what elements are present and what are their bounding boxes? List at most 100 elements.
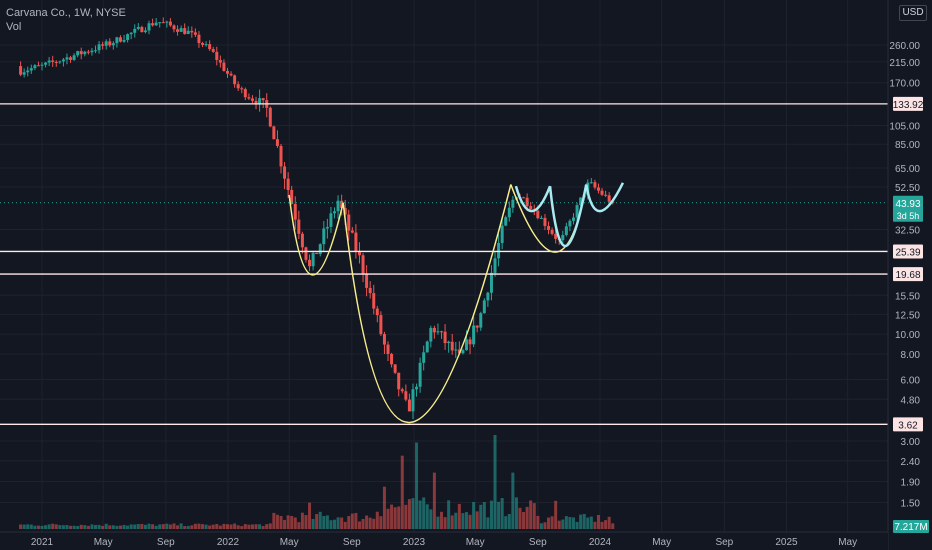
volume-bar — [297, 522, 301, 529]
candle-body — [40, 64, 44, 66]
candle-body — [422, 352, 426, 363]
candle-body — [47, 60, 51, 63]
volume-bar — [179, 523, 183, 529]
pattern-cyan — [585, 182, 625, 213]
drawn-patterns — [288, 182, 625, 424]
candle-body — [140, 27, 144, 33]
candle-body — [258, 98, 262, 105]
candle-body — [297, 219, 301, 234]
volume-bar — [429, 509, 433, 529]
chart-legend: Carvana Co., 1W, NYSE Vol — [6, 6, 126, 34]
candle-body — [457, 349, 461, 354]
candle-body — [386, 344, 390, 354]
currency-badge[interactable]: USD — [899, 5, 927, 21]
time-axis: 2021 May Sep 2022 May Sep 2023 May Sep 2024 May Sep… — [0, 531, 888, 550]
candle-body — [240, 88, 244, 90]
candle-body — [101, 44, 105, 46]
candle-body — [543, 217, 547, 226]
volume-bar — [286, 515, 290, 529]
time-tick-label: May — [94, 537, 113, 548]
candle-body — [354, 232, 358, 252]
volume-bar — [233, 523, 237, 529]
volume-bar — [357, 521, 361, 529]
candle-body — [311, 252, 315, 267]
time-tick-label: Sep — [343, 537, 361, 548]
candle-body — [375, 308, 379, 316]
volume-bar — [479, 504, 483, 529]
volume-bar — [36, 525, 40, 529]
volume-bar — [486, 517, 490, 529]
volume-bar — [304, 515, 308, 529]
candle-body — [147, 23, 151, 31]
volume-bar — [568, 517, 572, 529]
candle-body — [83, 51, 87, 55]
candle-body — [86, 51, 90, 53]
candle-body — [58, 61, 62, 63]
candle-body — [290, 189, 294, 205]
volume-bar — [279, 516, 283, 529]
volume-bar — [265, 524, 269, 529]
candle-body — [340, 200, 344, 208]
volume-bar — [176, 525, 180, 529]
candle-body — [522, 197, 526, 199]
candle-body — [482, 300, 486, 314]
candles — [19, 17, 615, 420]
candle-body — [136, 27, 140, 29]
time-tick-label: 2025 — [775, 537, 798, 548]
volume-bar — [532, 503, 536, 529]
volume-bar — [361, 518, 365, 529]
volume-bar — [450, 515, 454, 529]
price-tick-label: 215.00 — [889, 58, 920, 69]
candle-body — [275, 139, 279, 146]
volume-bar — [218, 525, 222, 529]
volume-bar — [51, 523, 55, 529]
price-tick-label: 52.50 — [895, 183, 920, 194]
volume-bar — [69, 525, 73, 529]
volume-bar — [72, 525, 76, 529]
volume-bar — [65, 525, 69, 529]
candle-body — [443, 331, 447, 344]
candle-body — [97, 44, 101, 51]
candle-body — [411, 389, 415, 412]
volume-bar — [243, 524, 247, 529]
time-tick-label: Sep — [157, 537, 175, 548]
volume-bar — [522, 512, 526, 529]
candle-body — [393, 364, 397, 373]
volume-bar — [325, 515, 329, 529]
volume-label[interactable]: Vol — [6, 21, 22, 33]
candle-body — [76, 51, 80, 56]
candle-body — [293, 204, 297, 220]
candle-body — [197, 34, 201, 44]
volume-bar — [197, 523, 201, 529]
horizontal-levels — [0, 103, 888, 425]
volume-bar — [158, 524, 162, 529]
price-tick-label: 10.00 — [895, 330, 920, 341]
candle-body — [479, 313, 483, 328]
candle-body — [486, 292, 490, 301]
volume-bar — [22, 524, 26, 529]
candle-body — [190, 30, 194, 33]
symbol-title[interactable]: Carvana Co., 1W, NYSE — [6, 7, 126, 19]
volume-bar — [365, 515, 369, 529]
candle-body — [283, 166, 287, 179]
candle-body — [400, 389, 404, 392]
price-tick-label: 2.40 — [901, 457, 921, 468]
volume-bar — [165, 523, 169, 529]
candle-body — [129, 32, 133, 35]
candle-body — [108, 41, 112, 46]
volume-bar — [557, 520, 561, 529]
volume-bar — [258, 524, 262, 529]
candle-body — [318, 244, 322, 255]
candle-body — [304, 247, 308, 260]
last-price-label: 43.93 — [895, 199, 920, 210]
volume-bar — [472, 501, 476, 529]
volume-bar — [76, 526, 80, 529]
candle-body — [208, 44, 212, 50]
volume-bar — [607, 516, 611, 529]
candle-body — [561, 235, 565, 241]
candle-body — [440, 331, 444, 333]
volume-bar — [308, 502, 312, 529]
